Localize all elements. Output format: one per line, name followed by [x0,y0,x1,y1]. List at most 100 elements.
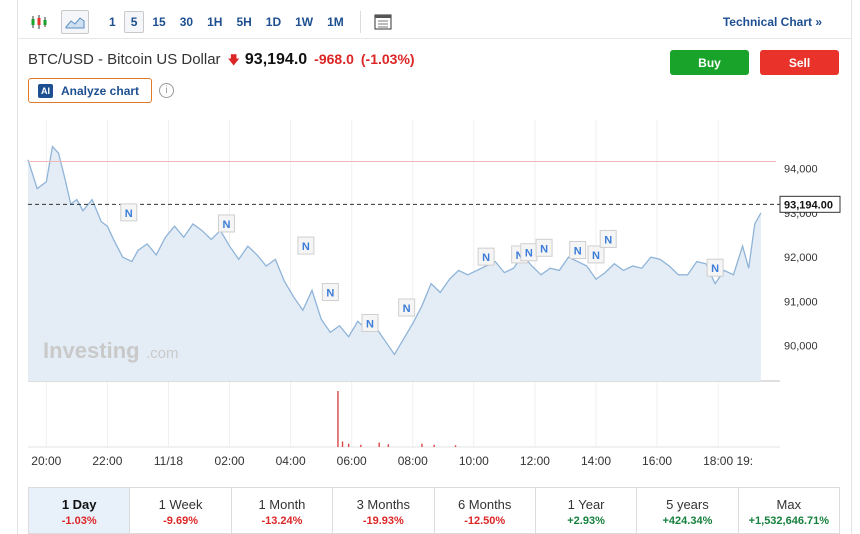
period-label: 1 Year [567,497,605,512]
ai-icon: AI [38,83,53,98]
news-marker-label: N [711,263,719,275]
y-tick-label: 92,000 [784,252,818,264]
instrument-header: BTC/USD - Bitcoin US Dollar 🡇 93,194.0 -… [28,51,415,72]
news-marker-label: N [540,243,548,255]
instrument-name: BTC/USD - Bitcoin US Dollar [28,51,221,68]
news-marker[interactable] [297,236,315,255]
y-tick-label: 94,000 [784,164,818,176]
volume-bar [387,444,390,447]
news-marker-label: N [302,241,310,253]
news-marker-label: N [326,288,334,300]
period-tab[interactable]: Max +1,532,646.71% [739,488,839,533]
chart-toolbar: 1 5 15 30 1H 5H 1D 1W 1M Technical Chart » [17,6,852,39]
period-label: Max [776,497,802,512]
last-price-label: 93,194.00 [784,199,833,211]
investing-watermark: Investing [43,338,140,363]
y-tick-label: 90,000 [784,341,818,353]
price-line [27,145,762,356]
news-marker-label: N [223,219,231,231]
technical-chart-link[interactable]: Technical Chart » [722,15,822,29]
news-marker-label: N [125,208,133,220]
period-change: +424.34% [662,515,713,527]
x-tick-label: 02:00 [215,454,245,468]
volume-bar [421,443,423,447]
x-tick-label: 22:00 [92,454,122,468]
interval-button-5h[interactable]: 5H [236,15,252,29]
period-label: 1 Day [61,497,97,512]
last-price: 93,194.0 [244,51,308,68]
x-tick-label: 10:00 [459,454,489,468]
news-marker[interactable] [535,238,553,257]
news-marker[interactable] [321,283,339,302]
volume-bar [347,443,350,447]
news-marker-label: N [604,234,612,246]
x-tick-label: 20:00 [31,454,61,468]
period-change: -13.24% [261,515,303,527]
period-tab[interactable]: 1 Year +2.93% [536,488,638,533]
volume-bar [360,444,362,447]
period-tab[interactable]: 6 Months -12.50% [435,488,536,533]
period-change: -1.03% [61,515,97,527]
price-change-percent: (-1.03%) [360,51,415,67]
area-chart-icon[interactable] [61,10,89,34]
interval-button-1[interactable]: 1 [109,15,116,29]
news-marker[interactable] [599,229,617,248]
x-tick-label: 16:00 [642,454,672,468]
analyze-chart-label: Analyze chart [61,83,140,98]
buy-button[interactable]: Buy [670,50,749,75]
period-tab[interactable]: 1 Week -9.69% [130,488,232,533]
news-marker[interactable] [587,245,605,264]
table-view-icon[interactable] [369,10,397,34]
x-tick-label: 11/18 [154,454,183,468]
period-change: +2.93% [567,515,605,527]
period-change: +1,532,646.71% [748,515,830,527]
sell-button[interactable]: Sell [760,50,839,75]
news-marker[interactable] [477,247,495,266]
news-marker[interactable] [217,214,235,233]
interval-button-5[interactable]: 5 [123,11,145,33]
news-marker-label: N [366,318,374,330]
volume-bar [454,445,457,447]
volume-bar [378,442,380,447]
x-tick-label: 12:00 [520,454,550,468]
x-tick-label: 19: [736,454,753,468]
news-marker[interactable] [361,313,379,332]
interval-button-1h[interactable]: 1H [207,15,223,29]
interval-button-1d[interactable]: 1D [265,15,282,29]
info-icon[interactable]: i [159,83,174,98]
x-tick-label: 14:00 [581,454,611,468]
period-change: -19.93% [362,515,404,527]
toolbar-divider [359,11,361,33]
period-label: 3 Months [356,497,411,512]
investing-watermark-suffix: .com [146,345,179,362]
down-arrow-icon: 🡇 [227,53,240,67]
news-marker[interactable] [569,241,587,259]
news-marker[interactable] [120,203,138,222]
price-area [28,146,761,381]
period-tab[interactable]: 1 Day -1.03% [29,488,131,533]
period-tab[interactable]: 1 Month -13.24% [232,488,334,533]
interval-button-1m[interactable]: 1M [327,15,344,29]
x-tick-label: 06:00 [337,454,367,468]
analyze-chart-button[interactable]: AI Analyze chart [28,78,152,103]
x-tick-label: 18:00 [703,454,733,468]
news-marker-label: N [482,252,490,264]
volume-bar [341,441,344,447]
period-tab[interactable]: 3 Months -19.93% [333,488,435,533]
period-label: 5 years [666,497,709,512]
period-change: -12.50% [464,515,506,527]
news-marker-label: N [574,246,582,258]
interval-button-1w[interactable]: 1W [295,15,314,29]
interval-button-30[interactable]: 30 [179,15,194,29]
last-price-tag [779,195,841,213]
x-tick-label: 04:00 [276,454,306,468]
interval-button-15[interactable]: 15 [152,15,166,29]
news-marker[interactable] [706,258,724,277]
period-tab[interactable]: 5 years +424.34% [637,488,739,533]
candlestick-icon[interactable] [25,10,53,34]
news-marker[interactable] [398,298,416,317]
period-label: 1 Month [258,497,306,512]
interval-selector: 1 5 15 30 1H 5H 1D 1W 1M [103,11,352,33]
volume-bar [337,391,339,447]
